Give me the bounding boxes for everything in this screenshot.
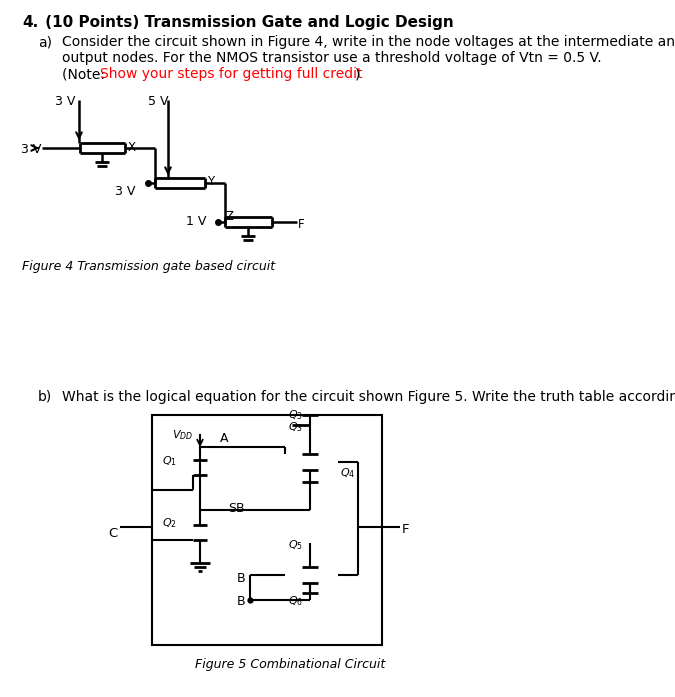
Text: Figure 5 Combinational Circuit: Figure 5 Combinational Circuit [195,658,385,671]
Text: Y: Y [207,175,214,188]
Text: (Note:: (Note: [62,67,109,81]
Text: SB: SB [228,502,244,515]
Bar [152,415,382,645]
Text: 5 V: 5 V [148,95,169,108]
Text: X: X [128,141,136,154]
Text: $Q_3$: $Q_3$ [288,420,303,434]
Text: Figure 4 Transmission gate based circuit: Figure 4 Transmission gate based circuit [22,260,275,273]
Text: $V_{DD}$: $V_{DD}$ [172,428,193,442]
Text: F: F [402,523,410,536]
Text: What is the logical equation for the circuit shown Figure 5. Write the truth tab: What is the logical equation for the cir… [62,390,675,404]
Text: output nodes. For the NMOS transistor use a threshold voltage of Vtn = 0.5 V.: output nodes. For the NMOS transistor us… [62,51,601,65]
Text: 3 V: 3 V [115,185,136,198]
Text: 3 V: 3 V [21,143,41,156]
Text: 4.: 4. [22,15,38,30]
Text: $Q_6$: $Q_6$ [288,594,303,608]
Text: A: A [220,432,229,445]
Text: F: F [298,218,304,231]
Text: Consider the circuit shown in Figure 4, write in the node voltages at the interm: Consider the circuit shown in Figure 4, … [62,35,675,49]
Text: $Q_1$: $Q_1$ [162,454,177,468]
Text: a): a) [38,35,52,49]
Text: ): ) [355,67,360,81]
Text: (10 Points) Transmission Gate and Logic Design: (10 Points) Transmission Gate and Logic … [40,15,454,30]
Text: Z: Z [226,210,234,223]
Text: B: B [237,572,246,585]
Text: b): b) [38,390,52,404]
Text: $Q_2$: $Q_2$ [162,516,177,530]
Text: 1 V: 1 V [186,215,207,228]
Text: Show your steps for getting full credit: Show your steps for getting full credit [100,67,362,81]
Text: $Q_5$: $Q_5$ [288,538,303,552]
Text: 3 V: 3 V [55,95,76,108]
Text: $Q_3$: $Q_3$ [288,408,303,422]
Text: $Q_4$: $Q_4$ [340,466,355,480]
Text: C: C [108,527,117,540]
Text: B: B [237,595,246,608]
